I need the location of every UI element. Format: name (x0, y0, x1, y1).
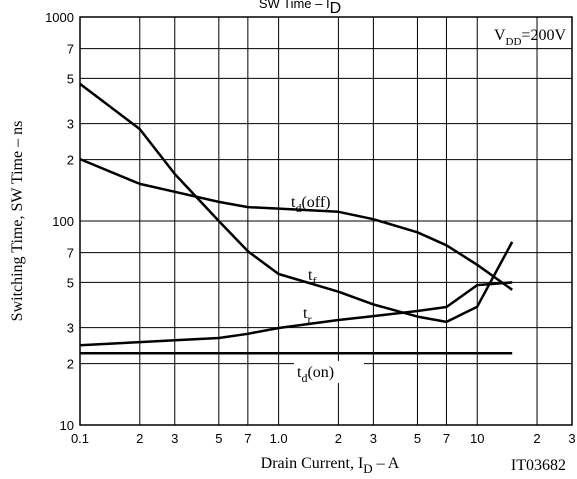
curve-label: tf (308, 267, 316, 288)
x-axis-label-sub: D (363, 461, 372, 476)
x-tick-label: 0.1 (71, 431, 89, 446)
chart-title: SW Time – ID (259, 0, 341, 17)
curve-label-after: (off) (301, 194, 330, 211)
label-bg (294, 361, 364, 383)
y-tick-label: 2 (67, 153, 74, 168)
annotation: VDD=200V (494, 27, 566, 48)
curve (79, 157, 513, 291)
curve-label-sub: f (312, 274, 316, 288)
x-tick-label: 7 (244, 431, 251, 446)
annotation-main: V (494, 27, 506, 44)
curve (79, 281, 513, 347)
curve (79, 82, 514, 324)
x-tick-label: 2 (335, 431, 342, 446)
y-tick-label: 100 (52, 214, 74, 229)
y-tick-label: 3 (67, 321, 74, 336)
x-axis-label: Drain Current, ID – A (261, 455, 400, 476)
x-tick-label: 7 (443, 431, 450, 446)
chart-title-sub: D (330, 0, 342, 17)
curve-label: td(off) (291, 194, 330, 215)
y-tick-label: 10 (60, 418, 74, 433)
curve-label: td(on) (297, 364, 334, 385)
curve-label-main: t (291, 194, 296, 211)
y-tick-label: 5 (67, 71, 74, 86)
x-tick-label: 3 (568, 431, 575, 446)
curve-label-main: t (297, 364, 302, 381)
curve-label-after: (on) (307, 364, 334, 381)
chart-title-main: SW Time – I (259, 0, 330, 11)
curve-label-main: t (308, 267, 313, 284)
x-tick-label: 3 (370, 431, 377, 446)
curve-label-sub: r (307, 312, 311, 326)
y-tick-label: 2 (67, 357, 74, 372)
x-tick-label: 5 (215, 431, 222, 446)
y-tick-label: 7 (67, 42, 74, 57)
x-tick-label: 10 (470, 431, 484, 446)
y-tick-label: 5 (67, 275, 74, 290)
x-axis-label-after: – A (373, 455, 400, 472)
x-tick-label: 5 (414, 431, 421, 446)
curve-label: tr (303, 305, 311, 326)
x-tick-label: 1.0 (270, 431, 288, 446)
y-tick-label: 3 (67, 117, 74, 132)
curve-label-sub: d (295, 201, 301, 215)
x-axis-label-main: Drain Current, I (261, 455, 364, 472)
annotation-sub: DD (506, 36, 522, 48)
x-tick-label: 3 (171, 431, 178, 446)
curve-label-main: t (303, 305, 308, 322)
y-axis-label: Switching Time, SW Time – ns (9, 121, 26, 322)
annotation: IT03682 (511, 457, 566, 474)
curve-label-sub: d (301, 371, 307, 385)
x-tick-label: 2 (533, 431, 540, 446)
annotation-after: =200V (521, 27, 566, 44)
plot-frame (79, 16, 573, 426)
x-tick-label: 2 (136, 431, 143, 446)
y-tick-label: 1000 (45, 10, 74, 25)
y-tick-label: 7 (67, 246, 74, 261)
annotation-main: IT03682 (511, 457, 566, 474)
